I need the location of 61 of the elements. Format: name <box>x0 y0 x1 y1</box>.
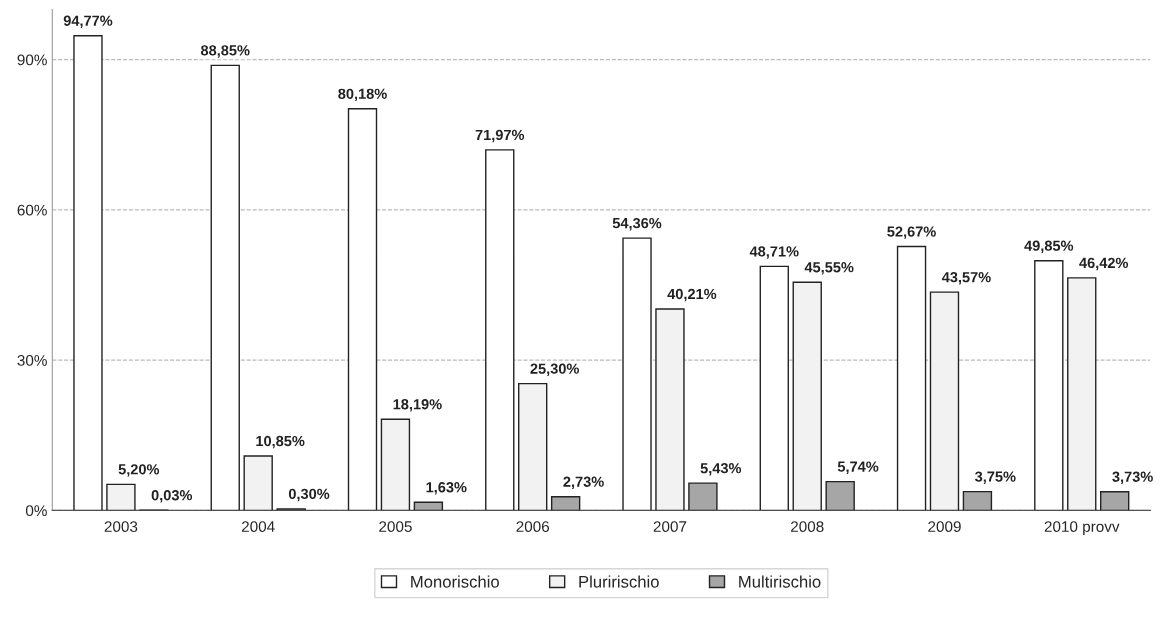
data-label: 45,55% <box>804 262 854 275</box>
data-label: 0,30% <box>288 488 330 502</box>
bar <box>1034 259 1064 511</box>
bar <box>688 482 718 511</box>
data-label: 40,21% <box>667 288 717 302</box>
bar <box>622 237 652 511</box>
bar <box>896 245 927 511</box>
legend-label: Monorischio <box>411 575 499 588</box>
data-label: 3,75% <box>974 471 1016 484</box>
bar <box>380 418 411 511</box>
data-label: 88,85% <box>200 45 250 58</box>
bar <box>1067 277 1097 511</box>
bar <box>347 108 378 511</box>
y-tick-label: 90% <box>17 54 47 66</box>
bar <box>825 480 855 511</box>
data-label: 0,03% <box>151 490 193 503</box>
data-label: 94,77% <box>63 15 113 28</box>
bar <box>792 281 822 511</box>
bar <box>243 455 273 511</box>
data-label: 48,71% <box>749 246 799 259</box>
bar <box>962 490 993 511</box>
data-label: 5,20% <box>118 464 160 477</box>
bar <box>1099 490 1130 511</box>
data-label: 5,43% <box>700 463 742 476</box>
bar <box>759 265 789 511</box>
data-label: 46,42% <box>1079 257 1129 271</box>
x-tick-label: 2004 <box>241 521 275 533</box>
data-label: 5,74% <box>837 461 879 474</box>
data-label: 2,73% <box>563 476 604 489</box>
legend-label: Multirischio <box>739 575 821 588</box>
data-label: 18,19% <box>393 399 442 412</box>
x-tick-label: 2003 <box>104 521 138 533</box>
data-label: 25,30% <box>530 363 579 376</box>
legend-label: Pluririschio <box>579 575 659 588</box>
bar <box>518 382 548 511</box>
x-tick-label: 2010 provv <box>1044 521 1120 536</box>
data-label: 1,63% <box>426 482 467 495</box>
bar <box>550 496 581 511</box>
y-tick-label: 60% <box>17 204 47 216</box>
x-tick-label: 2008 <box>791 521 824 533</box>
data-label: 80,18% <box>338 88 387 102</box>
bar <box>413 501 444 511</box>
x-tick-label: 2007 <box>653 521 687 533</box>
data-label: 71,97% <box>475 129 525 143</box>
bar <box>210 64 240 511</box>
y-tick-label: 30% <box>17 354 47 366</box>
bar <box>655 308 685 511</box>
bar <box>106 483 136 511</box>
x-tick-label: 2006 <box>516 521 550 533</box>
data-label: 43,57% <box>941 271 991 285</box>
x-tick-label: 2005 <box>379 521 412 533</box>
data-label: 10,85% <box>256 435 305 449</box>
data-label: 54,36% <box>612 217 662 231</box>
bar <box>485 149 515 511</box>
x-tick-label: 2009 <box>928 521 961 533</box>
y-tick-label: 0% <box>25 505 47 517</box>
bar <box>929 291 960 511</box>
data-label: 3,73% <box>1112 471 1153 484</box>
bar <box>73 35 103 511</box>
data-label: 49,85% <box>1024 240 1074 253</box>
data-label: 52,67% <box>887 226 936 239</box>
